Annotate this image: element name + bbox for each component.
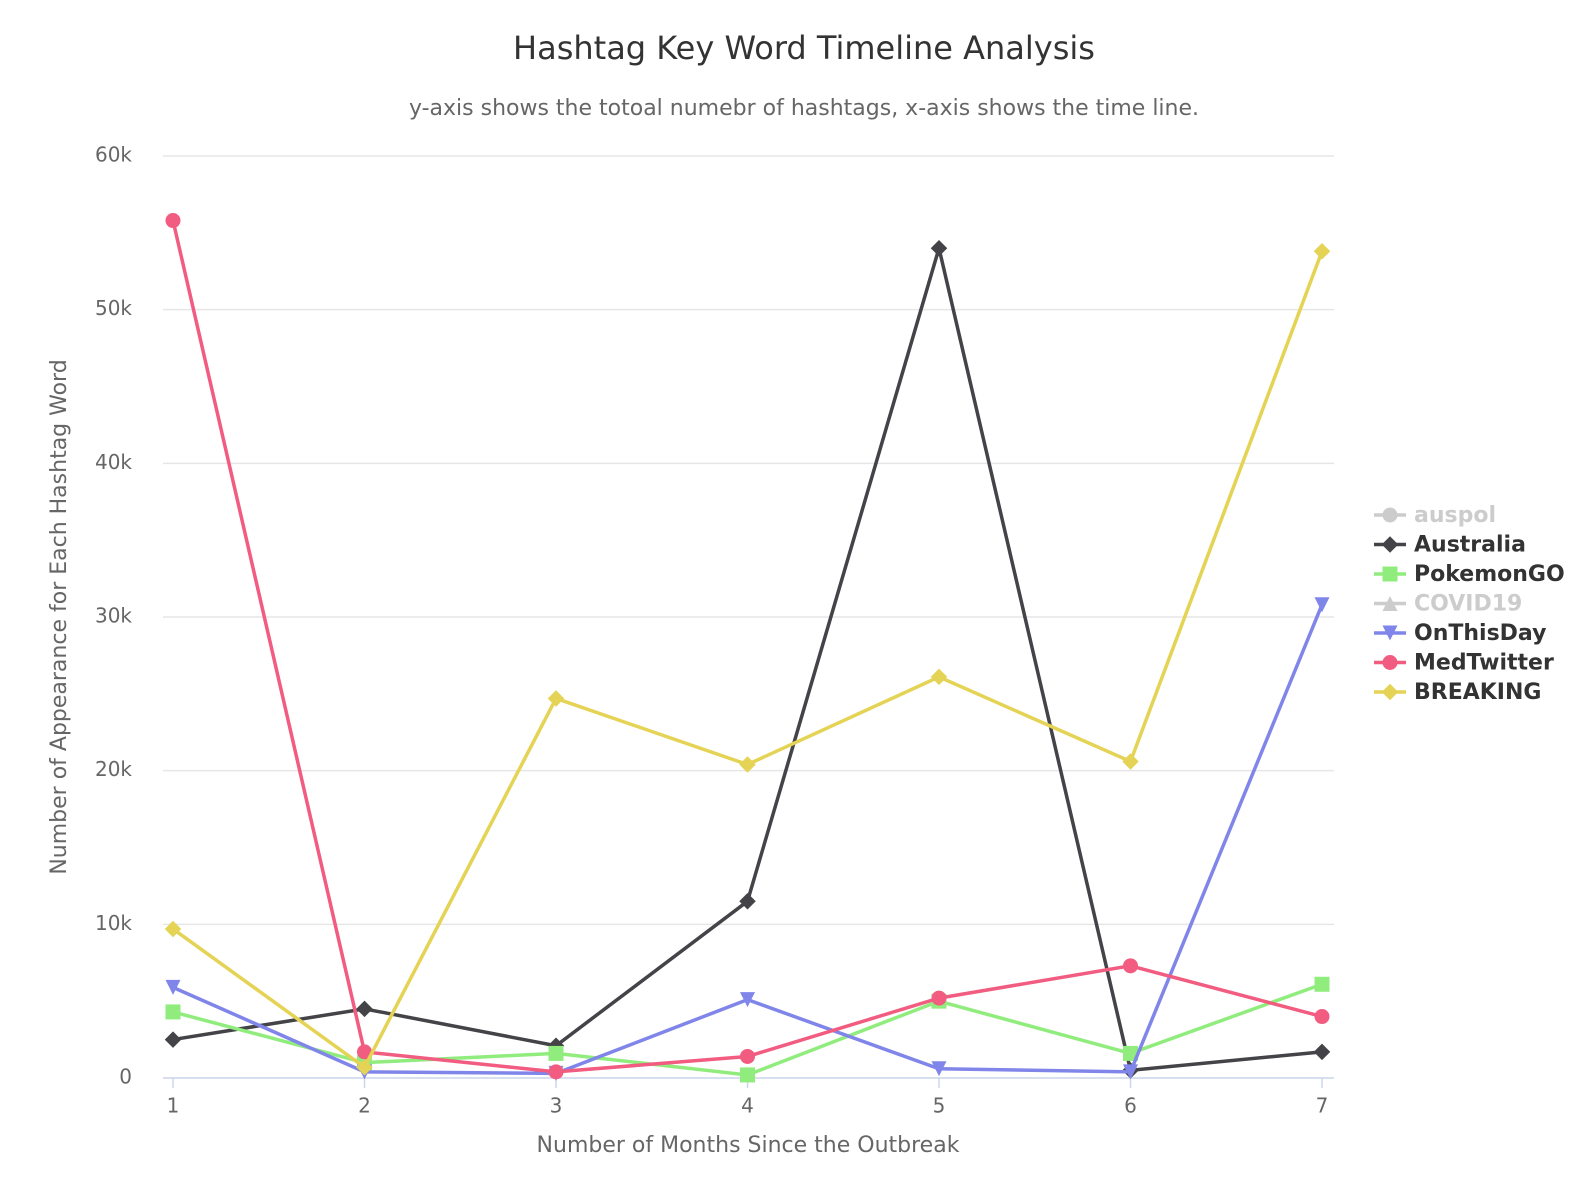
legend-marker bbox=[1381, 536, 1399, 553]
point bbox=[164, 1031, 182, 1048]
x-tick-label: 1 bbox=[167, 1094, 180, 1118]
legend-marker bbox=[1382, 507, 1398, 523]
point bbox=[740, 1048, 755, 1064]
point bbox=[357, 1044, 372, 1060]
point bbox=[1314, 597, 1330, 613]
legend-marker bbox=[1382, 625, 1398, 641]
y-tick-label: 30k bbox=[95, 604, 132, 628]
point bbox=[1313, 243, 1331, 260]
point bbox=[164, 920, 182, 938]
point bbox=[356, 1058, 373, 1076]
point bbox=[930, 239, 948, 257]
x-tick-label: 5 bbox=[933, 1094, 946, 1118]
legend-label[interactable]: MedTwitter bbox=[1414, 651, 1554, 676]
point bbox=[356, 1000, 373, 1018]
legend-marker bbox=[1382, 596, 1398, 611]
point bbox=[1314, 1009, 1330, 1025]
point bbox=[931, 1061, 947, 1077]
x-tick-label: 6 bbox=[1124, 1094, 1137, 1118]
point bbox=[1122, 753, 1139, 770]
point bbox=[165, 213, 181, 229]
point bbox=[548, 1064, 564, 1080]
y-axis-title: Number of Appearance for Each Hashtag Wo… bbox=[47, 359, 72, 874]
legend-marker bbox=[1382, 655, 1398, 670]
chart-title: Hashtag Key Word Timeline Analysis bbox=[513, 29, 1095, 67]
y-tick-label: 20k bbox=[95, 757, 132, 781]
legend-label[interactable]: PokemonGO bbox=[1414, 562, 1565, 587]
legend-label[interactable]: auspol bbox=[1414, 503, 1496, 528]
x-tick-label: 3 bbox=[550, 1094, 563, 1118]
x-tick-label: 4 bbox=[741, 1094, 754, 1118]
y-tick-label: 40k bbox=[95, 450, 132, 474]
point bbox=[931, 990, 947, 1006]
point bbox=[547, 690, 565, 707]
point bbox=[740, 1067, 755, 1083]
chart-subtitle: y-axis shows the totoal numebr of hashta… bbox=[409, 96, 1199, 121]
x-tick-label: 7 bbox=[1316, 1094, 1329, 1118]
y-tick-label: 0 bbox=[119, 1065, 132, 1089]
point bbox=[165, 979, 181, 995]
y-tick-label: 50k bbox=[95, 296, 132, 320]
y-tick-label: 60k bbox=[95, 143, 132, 167]
legend-marker bbox=[1381, 683, 1399, 701]
series-line bbox=[172, 241, 1323, 1073]
point bbox=[165, 1004, 181, 1020]
legend-label[interactable]: OnThisDay bbox=[1414, 621, 1546, 646]
legend-label[interactable]: Australia bbox=[1414, 533, 1526, 558]
series-line bbox=[171, 250, 1324, 1070]
point bbox=[1123, 958, 1138, 974]
x-tick-label: 2 bbox=[358, 1094, 371, 1118]
series-line bbox=[171, 220, 1323, 1074]
point bbox=[930, 668, 948, 686]
point bbox=[1314, 976, 1330, 992]
point bbox=[740, 992, 755, 1008]
point bbox=[739, 893, 756, 910]
legend-label[interactable]: BREAKING bbox=[1414, 680, 1541, 705]
x-axis-title: Number of Months Since the Outbreak bbox=[537, 1133, 960, 1158]
point bbox=[1123, 1045, 1138, 1061]
point bbox=[1123, 1064, 1138, 1080]
point bbox=[1313, 1043, 1331, 1061]
legend-label[interactable]: COVID19 bbox=[1414, 592, 1522, 617]
legend-marker bbox=[1382, 566, 1398, 582]
point bbox=[739, 756, 756, 773]
y-tick-label: 10k bbox=[95, 911, 132, 935]
point bbox=[548, 1045, 564, 1061]
